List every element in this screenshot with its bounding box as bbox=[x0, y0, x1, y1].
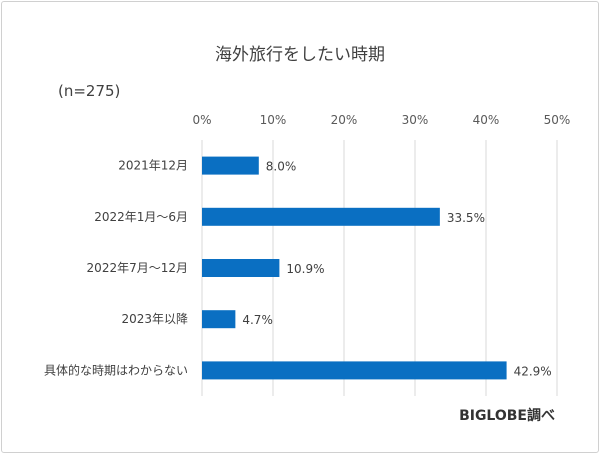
x-tick-label: 40% bbox=[473, 113, 500, 127]
category-label: 2021年12月 bbox=[118, 159, 188, 173]
bar bbox=[202, 207, 440, 226]
data-label: 4.7% bbox=[242, 313, 273, 327]
sample-size: (n=275) bbox=[58, 82, 121, 100]
data-label: 33.5% bbox=[447, 211, 485, 225]
bar bbox=[202, 310, 236, 329]
x-tick-label: 20% bbox=[331, 113, 358, 127]
data-label: 10.9% bbox=[286, 262, 324, 276]
category-label: 2022年7月～12月 bbox=[87, 261, 188, 275]
bar bbox=[202, 156, 259, 175]
x-tick-label: 30% bbox=[402, 113, 429, 127]
data-label: 8.0% bbox=[266, 160, 297, 174]
bar bbox=[202, 361, 507, 380]
category-label: 具体的な時期はわからない bbox=[44, 362, 188, 377]
chart-title: 海外旅行をしたい時期 bbox=[215, 45, 385, 65]
category-label: 2023年以降 bbox=[121, 312, 188, 326]
category-label: 2022年1月～6月 bbox=[94, 210, 188, 224]
x-tick-label: 10% bbox=[260, 113, 287, 127]
x-tick-label: 0% bbox=[192, 113, 211, 127]
bar bbox=[202, 259, 280, 277]
source-note: BIGLOBE調べ bbox=[459, 408, 555, 424]
x-tick-label: 50% bbox=[544, 113, 571, 127]
data-label: 42.9% bbox=[514, 364, 552, 378]
